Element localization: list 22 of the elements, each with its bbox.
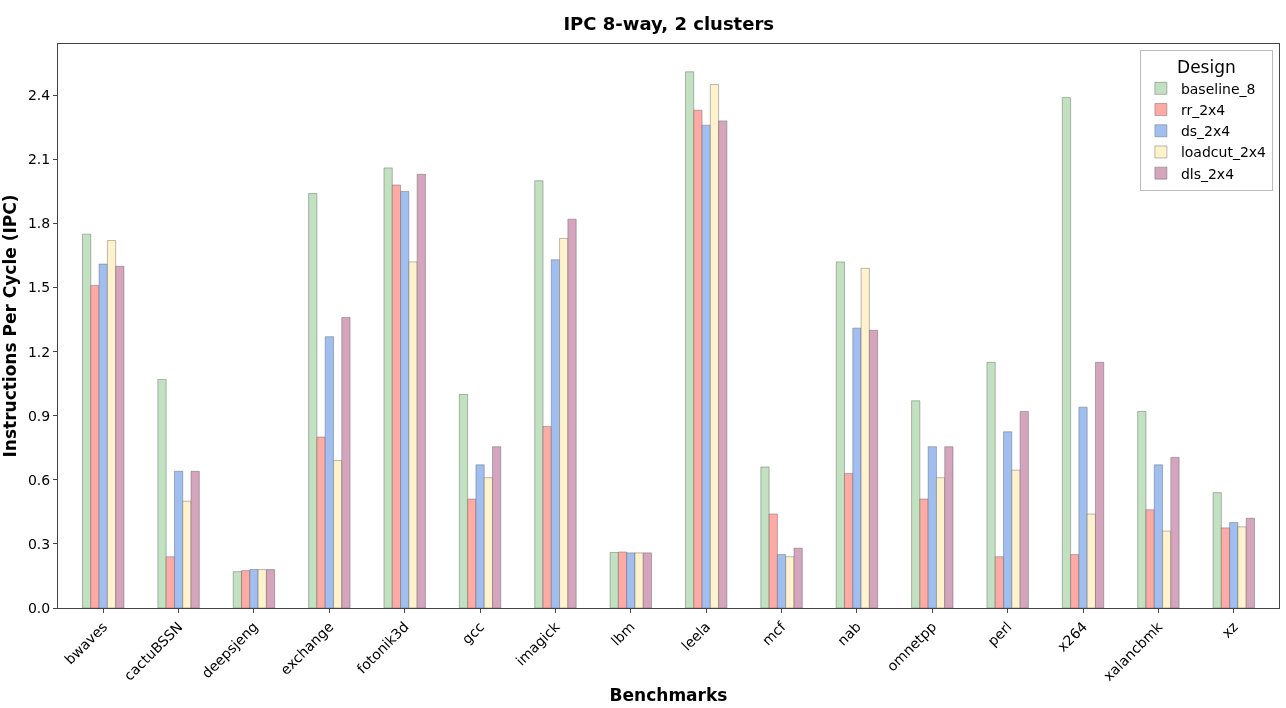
y-tick-label: 2.1 [27, 151, 51, 168]
legend-label: rr_2x4 [1180, 102, 1226, 118]
legend-label: baseline_8 [1180, 80, 1256, 97]
legend-title: Design [1177, 56, 1236, 77]
x-tick-label: gcc [458, 618, 488, 648]
legend-label: ds_2x4 [1180, 123, 1231, 140]
legend-label: loadcut_2x4 [1180, 144, 1267, 161]
y-tick-label: 1.5 [27, 279, 51, 296]
y-tick-label: 2.4 [27, 87, 51, 104]
x-tick-label: xz [1218, 618, 1241, 641]
legend-label: dls_2x4 [1180, 165, 1235, 182]
y-tick-label: 1.2 [27, 343, 51, 360]
x-tick-label: lbm [607, 618, 638, 649]
y-tick-label: 0.0 [27, 599, 51, 616]
y-axis-title: Instructions Per Cycle (IPC) [0, 194, 20, 458]
y-tick-label: 0.6 [27, 471, 51, 488]
y-tick-label: 0.3 [27, 535, 51, 552]
y-tick-label: 0.9 [27, 407, 51, 424]
chart-title: IPC 8-way, 2 clusters [563, 13, 775, 35]
y-tick-label: 1.8 [27, 215, 51, 232]
x-axis-title: Benchmarks [609, 685, 728, 706]
x-tick-label: nab [834, 618, 865, 649]
